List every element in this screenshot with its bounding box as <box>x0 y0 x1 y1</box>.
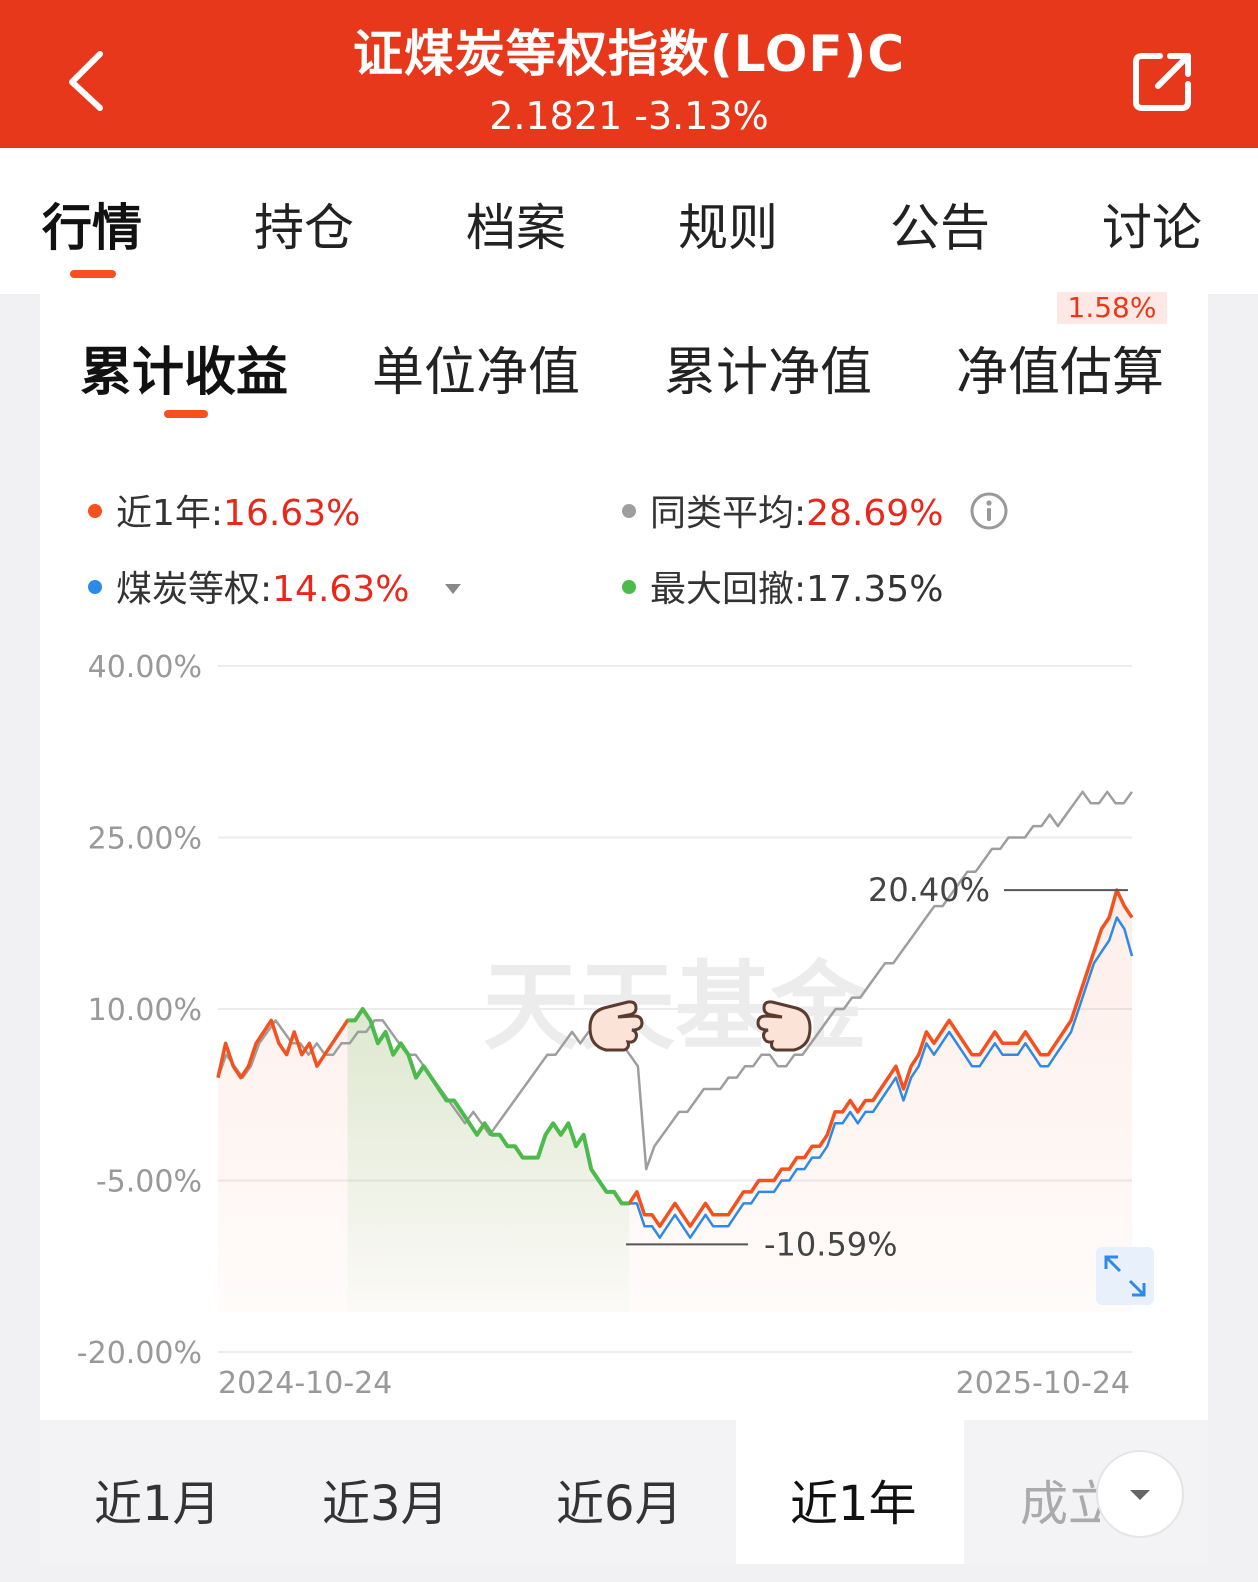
drawdown-dot-icon <box>622 580 636 594</box>
fund-title: 证煤炭等权指数(LOF)C <box>352 25 906 83</box>
legend-peer-average: 同类平均:28.69% <box>622 484 1009 536</box>
legend-peer-value: 28.69% <box>806 493 944 534</box>
range-1-year[interactable]: 近1年 <box>790 1476 917 1532</box>
max-drawdown-segment <box>347 1007 630 1206</box>
tab-quotes[interactable]: 行情 <box>42 199 142 257</box>
x-start-label: 2024-10-24 <box>218 1366 392 1401</box>
range-more-button[interactable] <box>1096 1450 1184 1538</box>
tab-discussion[interactable]: 讨论 <box>1102 199 1202 257</box>
range-since-inception[interactable]: 成立 <box>1020 1476 1100 1532</box>
chevron-left-icon[interactable] <box>60 48 120 112</box>
legend-peer-label: 同类平均: <box>650 493 807 534</box>
fund-dot-icon <box>88 504 102 518</box>
hand-pointer-right-icon <box>756 1000 812 1052</box>
share-external-icon[interactable] <box>1130 48 1196 114</box>
min-value-annotation-label: -10.59% <box>764 1225 898 1263</box>
tab-profile[interactable]: 档案 <box>466 199 566 257</box>
main-tabs: 行情 持仓 档案 规则 公告 讨论 <box>0 148 1258 294</box>
range-1-month[interactable]: 近1月 <box>94 1476 221 1532</box>
active-tab-indicator <box>70 270 116 278</box>
legend-one-year: 近1年:16.63% <box>88 484 360 536</box>
cumulative-return-chart[interactable]: 40.00%25.00%10.00%-5.00%-20.00% 天天基金 20.… <box>0 0 1258 1420</box>
estimate-badge: 1.58% <box>1057 292 1167 324</box>
range-6-months[interactable]: 近6月 <box>556 1476 683 1532</box>
legend-index-label: 煤炭等权: <box>116 569 273 610</box>
tab-rules[interactable]: 规则 <box>678 199 778 257</box>
subtab-unit-nav[interactable]: 单位净值 <box>372 343 581 403</box>
y-tick-label: -5.00% <box>96 1165 202 1200</box>
fund-price-change: 2.1821 -3.13% <box>489 94 769 138</box>
subtab-nav-estimate[interactable]: 净值估算 <box>956 343 1165 403</box>
info-icon[interactable] <box>969 491 1009 531</box>
legend-drawdown-label: 最大回撤: <box>650 569 807 610</box>
hand-pointer-left-icon <box>588 1000 644 1052</box>
time-range-tabs: 近1月 近3月 近6月 近1年 成立 <box>40 1420 1208 1564</box>
subtab-cumulative-return[interactable]: 累计收益 <box>80 343 289 403</box>
max-value-annotation-label: 20.40% <box>868 871 990 909</box>
caret-down-icon <box>1130 1490 1150 1500</box>
fullscreen-button[interactable] <box>1096 1247 1154 1305</box>
y-tick-label: 25.00% <box>88 822 202 857</box>
legend-index: 煤炭等权:14.63% <box>88 560 463 612</box>
y-tick-label: -20.00% <box>77 1336 202 1371</box>
index-dot-icon <box>88 580 102 594</box>
legend-max-drawdown: 最大回撤:17.35% <box>622 560 943 612</box>
legend-index-value: 14.63% <box>272 569 410 610</box>
tab-announcements[interactable]: 公告 <box>890 199 990 257</box>
active-range-indicator <box>736 1420 964 1564</box>
caret-down-icon[interactable] <box>443 582 463 596</box>
x-end-label: 2025-10-24 <box>956 1366 1130 1401</box>
expand-icon <box>1104 1255 1146 1297</box>
legend-one-year-value: 16.63% <box>223 493 361 534</box>
top-bar: 证煤炭等权指数(LOF)C 2.1821 -3.13% <box>0 0 1258 148</box>
drawdown-area-fill <box>347 1009 630 1312</box>
drag-hint <box>588 1000 812 1052</box>
subtab-cumulative-nav[interactable]: 累计净值 <box>664 343 873 403</box>
legend-drawdown-value: 17.35% <box>806 569 944 610</box>
y-tick-label: 10.00% <box>88 993 202 1028</box>
tab-holdings[interactable]: 持仓 <box>254 199 354 257</box>
y-tick-label: 40.00% <box>88 650 202 685</box>
peer-dot-icon <box>622 504 636 518</box>
range-3-months[interactable]: 近3月 <box>322 1476 449 1532</box>
legend-one-year-label: 近1年: <box>116 493 224 534</box>
active-subtab-indicator <box>164 410 208 418</box>
